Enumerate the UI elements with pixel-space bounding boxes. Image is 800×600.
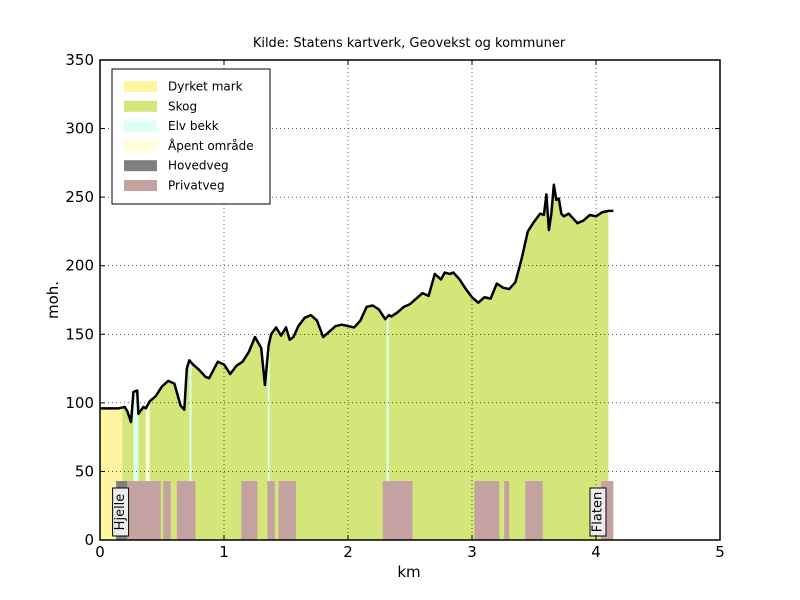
road-segment bbox=[382, 481, 413, 540]
y-tick-label: 200 bbox=[65, 257, 94, 275]
y-tick-label: 50 bbox=[75, 462, 94, 480]
x-tick-label: 2 bbox=[343, 543, 353, 561]
road-segment bbox=[163, 481, 171, 540]
legend-swatch bbox=[124, 81, 157, 92]
elevation-line bbox=[100, 183, 614, 424]
legend-label: Hovedveg bbox=[168, 159, 229, 173]
legend-label: Dyrket mark bbox=[168, 80, 243, 94]
land-cover-area bbox=[149, 184, 609, 541]
y-axis-label: moh. bbox=[44, 281, 62, 319]
place-label: Hjelle bbox=[113, 494, 128, 531]
road-segment bbox=[267, 481, 275, 540]
road-segment bbox=[241, 481, 258, 540]
x-tick-label: 5 bbox=[715, 543, 725, 561]
legend-swatch bbox=[124, 140, 157, 152]
legend-label: Åpent område bbox=[168, 138, 254, 153]
x-tick-label: 4 bbox=[591, 543, 601, 561]
place-label-box bbox=[589, 487, 607, 537]
y-axis: 0 50 100 150 200 250 300 350 bbox=[65, 51, 720, 549]
y-tick-label: 100 bbox=[65, 394, 94, 412]
legend-swatch bbox=[124, 120, 157, 132]
road-segment bbox=[474, 481, 500, 540]
y-tick-label: 350 bbox=[65, 51, 94, 69]
place-label-box bbox=[112, 487, 130, 537]
x-tick-label: 0 bbox=[95, 543, 105, 561]
legend-swatch bbox=[124, 180, 157, 191]
road-segment bbox=[127, 481, 161, 540]
place-label: Flaten bbox=[591, 492, 606, 532]
y-tick-label: 150 bbox=[65, 325, 94, 343]
legend-label: Elv bekk bbox=[168, 119, 219, 133]
legend: Dyrket mark Skog Elv bekk Åpent område Hoved… bbox=[111, 68, 271, 205]
legend-swatch bbox=[124, 100, 157, 112]
chart-title: Kilde: Statens kartverk, Geovekst og kom… bbox=[253, 36, 566, 51]
y-tick-label: 250 bbox=[65, 188, 94, 206]
x-tick-label: 1 bbox=[219, 543, 229, 561]
y-tick-label: 0 bbox=[84, 531, 94, 549]
plot-frame bbox=[99, 59, 721, 541]
x-axis: 0 1 2 3 4 5 bbox=[95, 60, 725, 561]
x-tick-label: 3 bbox=[467, 543, 477, 561]
legend-label: Skog bbox=[168, 99, 197, 113]
legend-swatch bbox=[124, 160, 157, 172]
legend-label: Privatveg bbox=[168, 179, 225, 193]
road-segment bbox=[176, 481, 196, 540]
road-segment bbox=[525, 481, 543, 540]
road-segment bbox=[278, 481, 296, 540]
y-tick-label: 300 bbox=[65, 120, 94, 138]
road-segment bbox=[504, 481, 510, 540]
x-axis-label: km bbox=[397, 563, 420, 581]
